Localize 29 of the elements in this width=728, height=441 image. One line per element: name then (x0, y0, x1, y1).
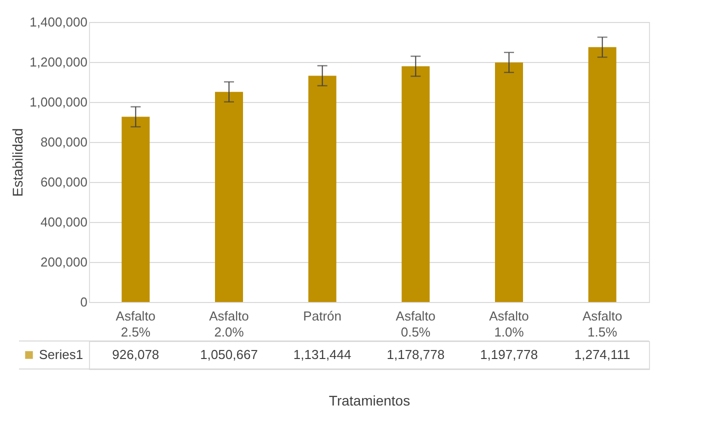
y-tick-label: 200,000 (40, 254, 88, 270)
legend-label: Series1 (39, 347, 84, 362)
bar (122, 116, 150, 302)
y-tick-label: 400,000 (40, 214, 88, 230)
x-tick-label: Patrón (303, 308, 342, 324)
data-label: 926,078 (112, 347, 160, 362)
y-axis-title: Estabilidad (10, 128, 26, 197)
bar (495, 62, 523, 302)
y-tick-label: 1,200,000 (30, 54, 88, 70)
data-label: 1,197,778 (480, 347, 538, 362)
x-tick-label: Asfalto 0.5% (396, 308, 436, 340)
x-axis-title: Tratamientos (328, 392, 410, 408)
y-tick-label: 1,400,000 (30, 14, 88, 30)
x-tick-label: Asfalto 2.0% (209, 308, 249, 340)
y-tick-label: 600,000 (40, 174, 88, 190)
y-tick-label: 0 (80, 294, 88, 310)
bar (402, 66, 430, 302)
data-label: 1,050,667 (200, 347, 258, 362)
data-label: 1,274,111 (574, 347, 630, 362)
data-label: 1,131,444 (293, 347, 352, 362)
bar (215, 92, 243, 302)
x-tick-label: Asfalto 2.5% (116, 308, 156, 340)
data-label: 1,178,778 (386, 347, 445, 362)
y-tick-label: 1,000,000 (30, 94, 88, 110)
bar (588, 47, 616, 302)
y-tick-label: 800,000 (40, 134, 88, 150)
bar (308, 76, 336, 302)
x-tick-label: Asfalto 1.5% (582, 308, 622, 340)
x-tick-label: Asfalto 1.0% (489, 308, 529, 340)
